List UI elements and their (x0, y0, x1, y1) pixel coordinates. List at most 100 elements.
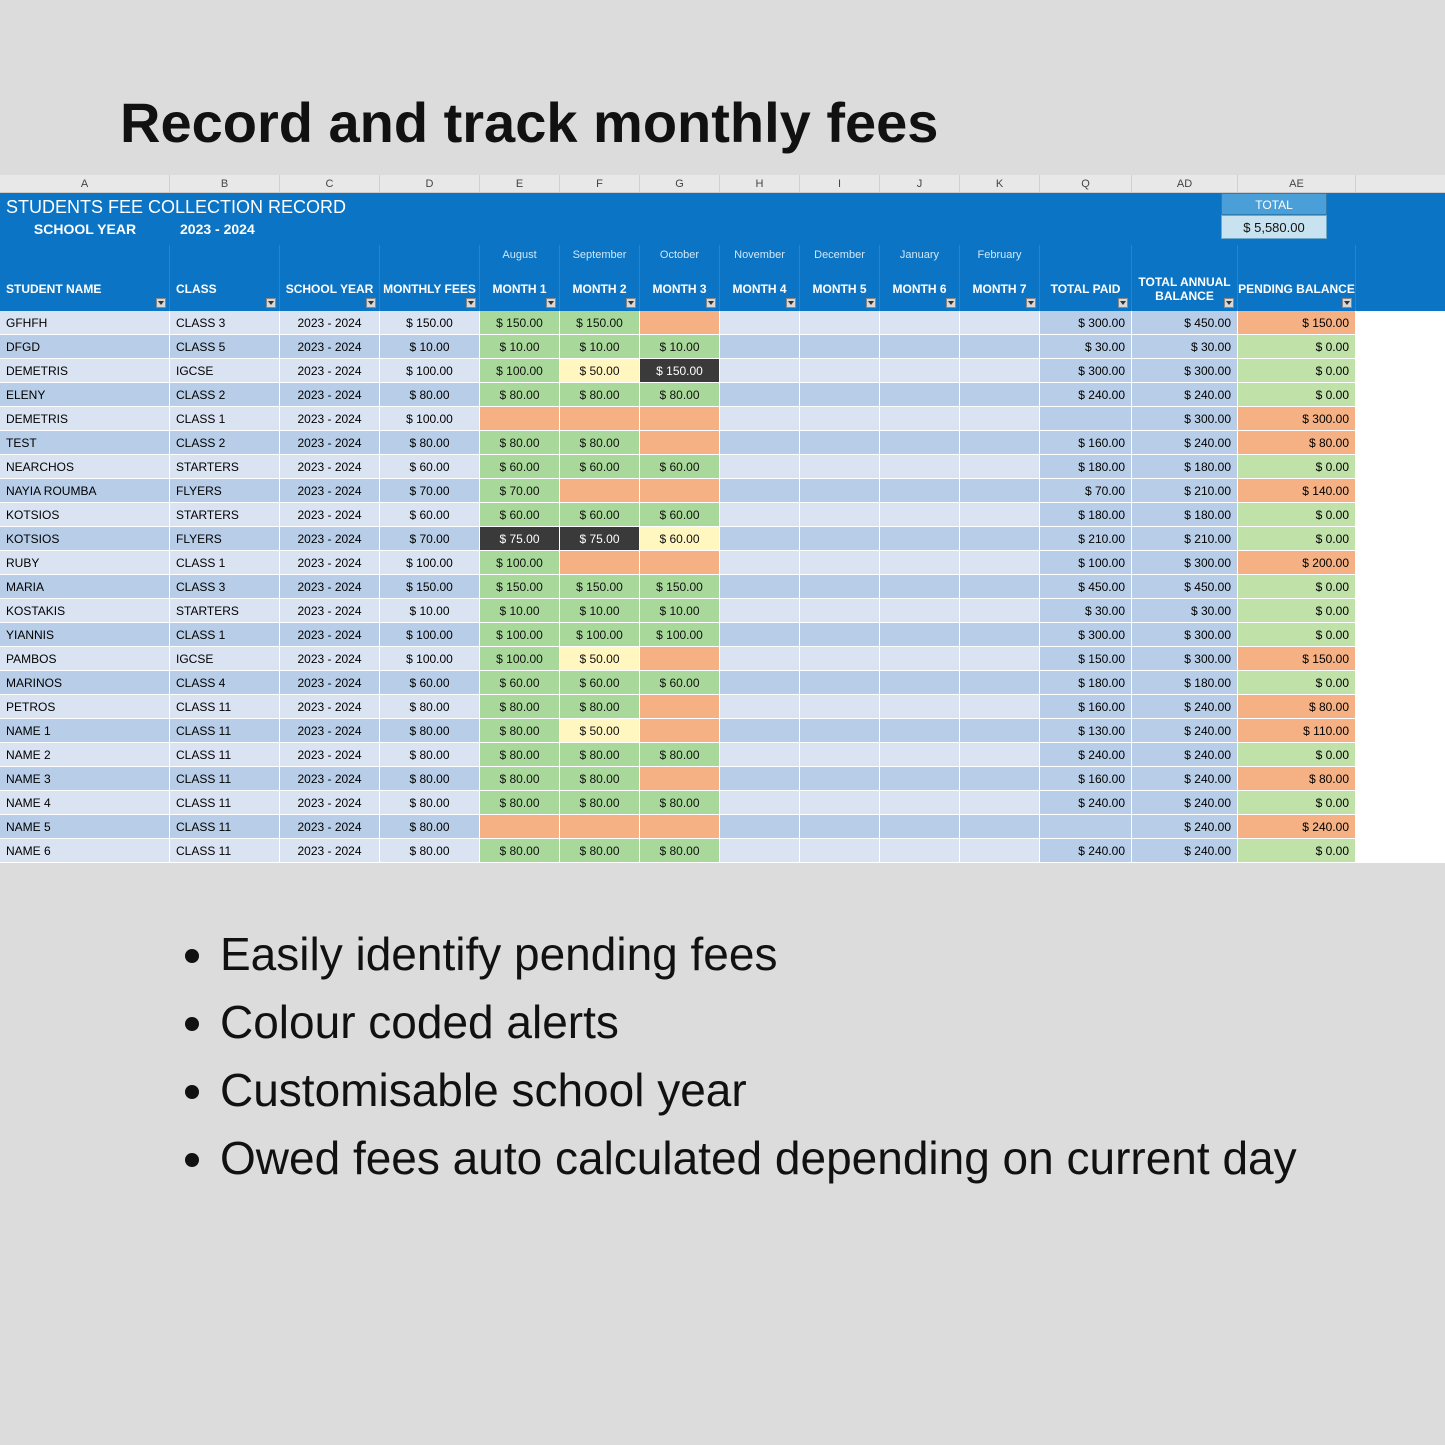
cell-fee[interactable]: $ 80.00 (380, 767, 480, 791)
cell-month[interactable]: $ 50.00 (560, 359, 640, 383)
cell-month[interactable] (880, 503, 960, 527)
cell-month[interactable]: $ 100.00 (480, 359, 560, 383)
cell-year[interactable]: 2023 - 2024 (280, 527, 380, 551)
cell-month[interactable] (640, 551, 720, 575)
cell-annual[interactable]: $ 240.00 (1132, 743, 1238, 767)
filter-dropdown-icon[interactable] (1342, 298, 1352, 308)
cell-month[interactable]: $ 10.00 (560, 335, 640, 359)
cell-student[interactable]: NAME 1 (0, 719, 170, 743)
cell-fee[interactable]: $ 10.00 (380, 335, 480, 359)
column-header-paid[interactable]: TOTAL PAID (1040, 267, 1132, 311)
cell-month[interactable] (960, 503, 1040, 527)
cell-month[interactable] (960, 743, 1040, 767)
cell-month[interactable] (800, 599, 880, 623)
cell-month[interactable] (800, 527, 880, 551)
cell-month[interactable] (960, 695, 1040, 719)
cell-annual[interactable]: $ 210.00 (1132, 527, 1238, 551)
cell-pending[interactable]: $ 300.00 (1238, 407, 1356, 431)
cell-month[interactable]: $ 75.00 (480, 527, 560, 551)
cell-pending[interactable]: $ 0.00 (1238, 623, 1356, 647)
cell-fee[interactable]: $ 60.00 (380, 455, 480, 479)
cell-year[interactable]: 2023 - 2024 (280, 479, 380, 503)
cell-month[interactable]: $ 60.00 (560, 671, 640, 695)
cell-month[interactable] (800, 815, 880, 839)
cell-month[interactable] (800, 551, 880, 575)
filter-dropdown-icon[interactable] (626, 298, 636, 308)
cell-month[interactable] (800, 839, 880, 863)
cell-month[interactable]: $ 60.00 (560, 455, 640, 479)
cell-month[interactable] (880, 767, 960, 791)
cell-month[interactable]: $ 80.00 (480, 383, 560, 407)
cell-paid[interactable]: $ 240.00 (1040, 383, 1132, 407)
cell-class[interactable]: CLASS 4 (170, 671, 280, 695)
cell-month[interactable]: $ 60.00 (560, 503, 640, 527)
column-header-m4[interactable]: MONTH 4 (720, 267, 800, 311)
column-letter[interactable]: J (880, 175, 960, 192)
cell-month[interactable] (880, 455, 960, 479)
cell-student[interactable]: DEMETRIS (0, 359, 170, 383)
cell-month[interactable]: $ 80.00 (560, 383, 640, 407)
cell-annual[interactable]: $ 180.00 (1132, 671, 1238, 695)
cell-paid[interactable] (1040, 815, 1132, 839)
cell-month[interactable] (960, 839, 1040, 863)
cell-month[interactable]: $ 70.00 (480, 479, 560, 503)
cell-student[interactable]: KOSTAKIS (0, 599, 170, 623)
cell-month[interactable] (880, 671, 960, 695)
cell-annual[interactable]: $ 240.00 (1132, 767, 1238, 791)
cell-month[interactable] (880, 383, 960, 407)
cell-class[interactable]: CLASS 1 (170, 407, 280, 431)
cell-month[interactable] (800, 431, 880, 455)
cell-annual[interactable]: $ 300.00 (1132, 407, 1238, 431)
cell-class[interactable]: IGCSE (170, 647, 280, 671)
cell-month[interactable] (480, 407, 560, 431)
cell-student[interactable]: PAMBOS (0, 647, 170, 671)
column-header-m2[interactable]: MONTH 2 (560, 267, 640, 311)
cell-pending[interactable]: $ 0.00 (1238, 527, 1356, 551)
cell-month[interactable]: $ 10.00 (480, 599, 560, 623)
cell-month[interactable] (960, 551, 1040, 575)
cell-month[interactable] (480, 815, 560, 839)
cell-class[interactable]: STARTERS (170, 599, 280, 623)
cell-class[interactable]: CLASS 5 (170, 335, 280, 359)
cell-month[interactable]: $ 100.00 (640, 623, 720, 647)
cell-class[interactable]: FLYERS (170, 527, 280, 551)
cell-paid[interactable]: $ 30.00 (1040, 335, 1132, 359)
cell-month[interactable] (720, 311, 800, 335)
cell-paid[interactable]: $ 450.00 (1040, 575, 1132, 599)
cell-paid[interactable]: $ 210.00 (1040, 527, 1132, 551)
cell-month[interactable]: $ 80.00 (560, 695, 640, 719)
cell-student[interactable]: KOTSIOS (0, 527, 170, 551)
cell-paid[interactable]: $ 130.00 (1040, 719, 1132, 743)
cell-month[interactable] (720, 527, 800, 551)
cell-year[interactable]: 2023 - 2024 (280, 359, 380, 383)
cell-month[interactable]: $ 60.00 (480, 455, 560, 479)
cell-month[interactable] (800, 407, 880, 431)
cell-year[interactable]: 2023 - 2024 (280, 407, 380, 431)
cell-fee[interactable]: $ 100.00 (380, 551, 480, 575)
cell-annual[interactable]: $ 30.00 (1132, 335, 1238, 359)
cell-fee[interactable]: $ 80.00 (380, 383, 480, 407)
cell-month[interactable]: $ 100.00 (480, 551, 560, 575)
cell-paid[interactable]: $ 180.00 (1040, 671, 1132, 695)
cell-month[interactable]: $ 100.00 (480, 623, 560, 647)
cell-paid[interactable]: $ 160.00 (1040, 695, 1132, 719)
cell-class[interactable]: STARTERS (170, 503, 280, 527)
cell-month[interactable]: $ 80.00 (480, 695, 560, 719)
cell-month[interactable] (800, 791, 880, 815)
cell-month[interactable] (560, 407, 640, 431)
cell-month[interactable] (800, 575, 880, 599)
cell-month[interactable] (800, 503, 880, 527)
cell-student[interactable]: NAME 6 (0, 839, 170, 863)
cell-year[interactable]: 2023 - 2024 (280, 311, 380, 335)
cell-month[interactable] (640, 647, 720, 671)
filter-dropdown-icon[interactable] (1118, 298, 1128, 308)
cell-month[interactable]: $ 80.00 (560, 767, 640, 791)
cell-month[interactable] (960, 383, 1040, 407)
cell-month[interactable] (960, 359, 1040, 383)
cell-month[interactable] (960, 527, 1040, 551)
column-letter[interactable]: I (800, 175, 880, 192)
filter-dropdown-icon[interactable] (1224, 298, 1234, 308)
column-header-class[interactable]: CLASS (170, 267, 280, 311)
cell-student[interactable]: DEMETRIS (0, 407, 170, 431)
cell-paid[interactable]: $ 180.00 (1040, 503, 1132, 527)
